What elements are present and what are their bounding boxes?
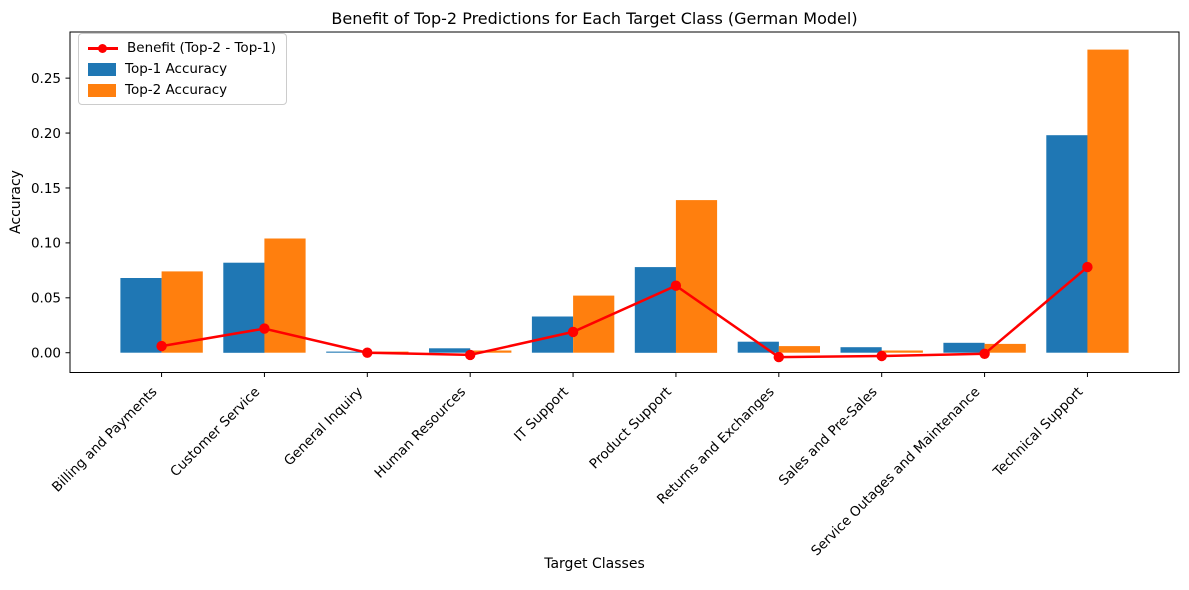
x-tick-label: Sales and Pre-Sales bbox=[776, 384, 881, 489]
chart-title: Benefit of Top-2 Predictions for Each Ta… bbox=[331, 9, 858, 28]
bar-top2 bbox=[778, 346, 820, 353]
legend-item-label: Benefit (Top-2 - Top-1) bbox=[127, 40, 276, 56]
bar-top1 bbox=[1046, 135, 1088, 353]
bar-top1 bbox=[634, 267, 676, 353]
bar-top2 bbox=[881, 350, 923, 353]
legend-item: Benefit (Top-2 - Top-1) bbox=[88, 40, 276, 56]
bar-top1 bbox=[531, 316, 574, 353]
benefit-line bbox=[161, 266, 1089, 359]
x-tick-label: Human Resources bbox=[371, 384, 469, 482]
y-tick-label: 0.25 bbox=[31, 71, 61, 87]
bar-top2 bbox=[984, 343, 1026, 353]
legend-swatch-icon bbox=[88, 62, 116, 76]
bar-top1 bbox=[737, 341, 779, 353]
legend-line-marker-icon bbox=[88, 42, 118, 55]
x-tick-label: General Inquiry bbox=[281, 384, 366, 469]
bar-top1 bbox=[120, 278, 162, 353]
x-tick-label: Customer Service bbox=[167, 384, 263, 480]
x-tick-label: Returns and Exchanges bbox=[654, 384, 778, 508]
bar-top2 bbox=[675, 200, 718, 353]
legend-item-label: Top-2 Accuracy bbox=[125, 82, 228, 98]
bar-top1 bbox=[326, 351, 368, 353]
bar-top2 bbox=[1087, 49, 1129, 353]
x-tick-label: Technical Support bbox=[990, 384, 1087, 481]
benefit-point bbox=[362, 347, 373, 358]
y-tick-label: 0.05 bbox=[31, 291, 61, 307]
legend-dot bbox=[98, 43, 107, 53]
y-tick-label: 0.20 bbox=[31, 126, 61, 142]
bar-top1 bbox=[223, 262, 265, 353]
x-tick-label: Billing and Payments bbox=[49, 384, 160, 495]
benefit-point bbox=[259, 323, 270, 334]
bar-top2 bbox=[470, 350, 512, 353]
benefit-point bbox=[156, 340, 167, 352]
legend-item: Top-1 Accuracy bbox=[88, 61, 276, 77]
benefit-point bbox=[876, 350, 887, 362]
bar-top1 bbox=[429, 348, 471, 353]
bar-top1 bbox=[943, 342, 985, 353]
benefit-point bbox=[979, 348, 990, 359]
benefit-point bbox=[670, 280, 682, 291]
bar-top1 bbox=[840, 347, 882, 353]
benefit-point bbox=[465, 349, 476, 361]
y-tick-label: 0.00 bbox=[31, 346, 61, 362]
bar-top2 bbox=[573, 295, 615, 353]
axes-border bbox=[69, 31, 1180, 373]
legend-item: Top-2 Accuracy bbox=[88, 82, 276, 98]
benefit-point bbox=[567, 326, 579, 338]
legend-item-label: Top-1 Accuracy bbox=[125, 61, 228, 77]
x-tick-label: Product Support bbox=[586, 384, 674, 472]
legend: Benefit (Top-2 - Top-1) Top-1 Accuracy Top… bbox=[78, 33, 287, 105]
x-axis-label: Target Classes bbox=[544, 556, 645, 572]
x-tick-label: IT Support bbox=[511, 384, 572, 445]
legend-swatch-icon bbox=[88, 83, 116, 97]
benefit-point bbox=[1082, 261, 1093, 273]
benefit-point bbox=[773, 351, 784, 363]
y-tick-label: 0.10 bbox=[31, 236, 61, 252]
x-tick-label: Service Outages and Maintenance bbox=[808, 384, 983, 559]
y-tick-label: 0.15 bbox=[31, 181, 61, 197]
